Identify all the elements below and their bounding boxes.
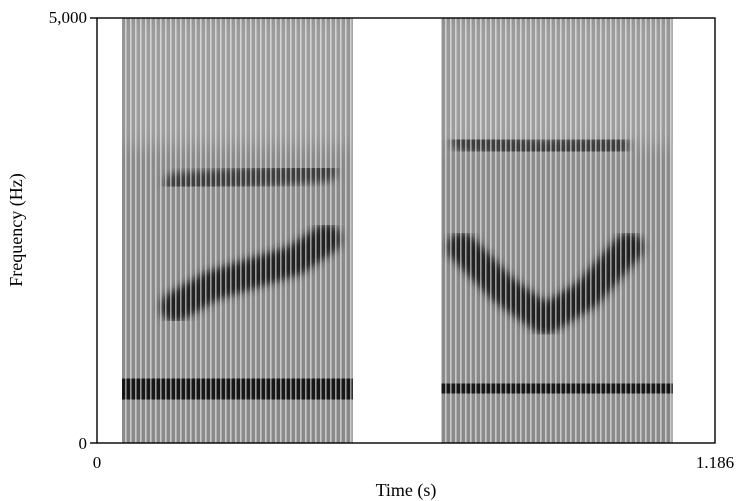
plot-area: [122, 18, 673, 443]
plot-frame: [96, 17, 716, 444]
voiced-segment-2: [441, 18, 673, 443]
voiced-segment-1: [122, 18, 353, 443]
x-tick-label-left: 0: [93, 453, 102, 472]
y-tick-label-top: 5,000: [49, 8, 87, 27]
y-tick-label-bottom: 0: [79, 434, 88, 453]
glottal-striations: [441, 18, 673, 443]
glottal-striations: [122, 18, 353, 443]
y-axis-title: Frequency (Hz): [6, 173, 27, 286]
x-axis-title: Time (s): [376, 480, 437, 501]
x-tick-label-right: 1.186: [696, 453, 734, 472]
